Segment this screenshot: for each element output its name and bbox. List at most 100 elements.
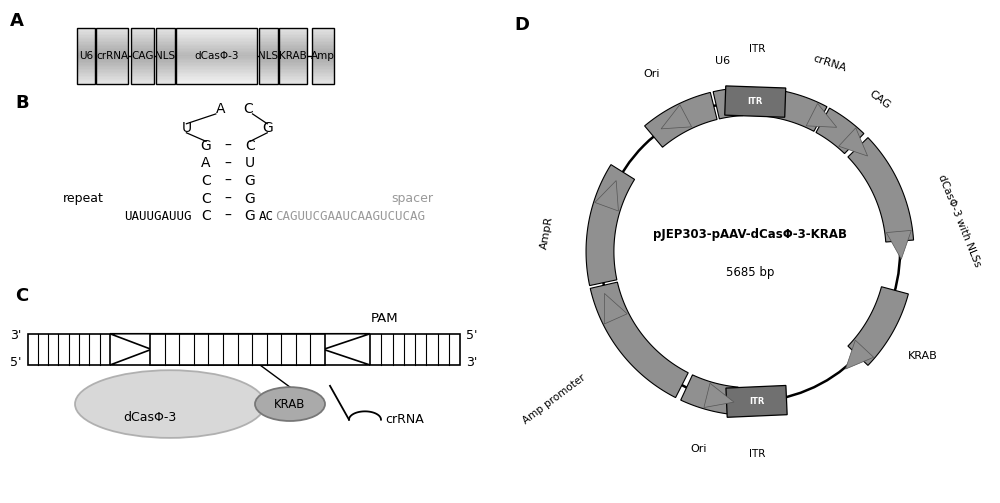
Text: 3': 3' [10, 329, 22, 343]
Bar [259, 71, 278, 73]
Bar [312, 28, 334, 30]
Bar [176, 48, 257, 49]
Text: U: U [245, 156, 255, 171]
Bar [312, 31, 334, 32]
Bar [156, 31, 175, 32]
Bar [176, 63, 257, 65]
Polygon shape [604, 293, 627, 324]
Polygon shape [848, 138, 914, 242]
Bar [96, 77, 128, 78]
Bar [77, 60, 95, 62]
Bar [96, 31, 128, 32]
Bar [77, 34, 95, 35]
Bar [156, 30, 175, 31]
Text: 5': 5' [466, 329, 478, 343]
Text: –: – [225, 156, 231, 171]
Bar [312, 37, 334, 38]
Text: C: C [245, 139, 255, 153]
Text: UAUUGAUUG: UAUUGAUUG [124, 210, 191, 223]
Bar [96, 69, 128, 70]
Bar [279, 48, 307, 49]
Bar [259, 60, 278, 62]
Bar [131, 28, 154, 85]
Bar [312, 80, 334, 81]
Bar [131, 30, 154, 31]
Bar [96, 63, 128, 65]
Bar [77, 38, 95, 39]
Bar [259, 78, 278, 80]
Polygon shape [839, 128, 868, 156]
Bar [131, 69, 154, 70]
Bar [156, 37, 175, 38]
Bar [131, 38, 154, 39]
Bar [131, 80, 154, 81]
Bar [312, 66, 334, 67]
Bar [259, 42, 278, 44]
Bar [259, 59, 278, 60]
Text: C: C [201, 209, 211, 223]
Bar [259, 58, 278, 59]
Bar [96, 55, 128, 56]
Bar [312, 51, 334, 52]
Bar [96, 37, 128, 38]
Bar [312, 60, 334, 62]
Bar [176, 65, 257, 66]
Bar [77, 52, 95, 53]
Bar [176, 45, 257, 46]
Bar [131, 34, 154, 35]
Polygon shape [713, 88, 743, 119]
Bar [176, 53, 257, 55]
Bar [279, 74, 307, 76]
Bar [77, 58, 95, 59]
Bar [77, 80, 95, 81]
Text: B: B [15, 95, 29, 112]
Bar [259, 81, 278, 83]
Bar [279, 56, 307, 58]
Bar [176, 76, 257, 77]
Bar [131, 58, 154, 59]
Bar [156, 39, 175, 41]
Bar [312, 41, 334, 42]
Bar [77, 49, 95, 51]
Bar [156, 83, 175, 85]
Bar [279, 53, 307, 55]
Bar [312, 58, 334, 59]
Bar [176, 77, 257, 78]
Bar [312, 55, 334, 56]
Bar [279, 44, 307, 45]
Bar [131, 31, 154, 32]
Bar [96, 59, 128, 60]
Bar [131, 66, 154, 67]
Bar [156, 78, 175, 80]
Bar [279, 41, 307, 42]
Bar [156, 60, 175, 62]
Polygon shape [110, 334, 370, 349]
Bar [156, 65, 175, 66]
Bar [131, 60, 154, 62]
Ellipse shape [75, 370, 265, 438]
Text: –: – [225, 174, 231, 188]
Bar [279, 37, 307, 38]
Bar [77, 56, 95, 58]
Bar [131, 78, 154, 80]
Bar [279, 30, 307, 31]
Bar [131, 59, 154, 60]
Bar [131, 81, 154, 83]
Bar [176, 67, 257, 69]
Bar [156, 74, 175, 76]
Text: G: G [245, 209, 255, 223]
Bar [131, 46, 154, 48]
Text: KRAB: KRAB [274, 397, 306, 410]
Bar [312, 39, 334, 41]
Bar [259, 28, 278, 85]
Text: AC: AC [259, 210, 274, 223]
Bar [279, 62, 307, 63]
Bar [96, 30, 128, 31]
Bar [259, 41, 278, 42]
Bar [279, 34, 307, 35]
Polygon shape [767, 89, 827, 131]
Bar [176, 46, 257, 48]
Bar [259, 34, 278, 35]
Bar [176, 62, 257, 63]
Bar [156, 66, 175, 67]
